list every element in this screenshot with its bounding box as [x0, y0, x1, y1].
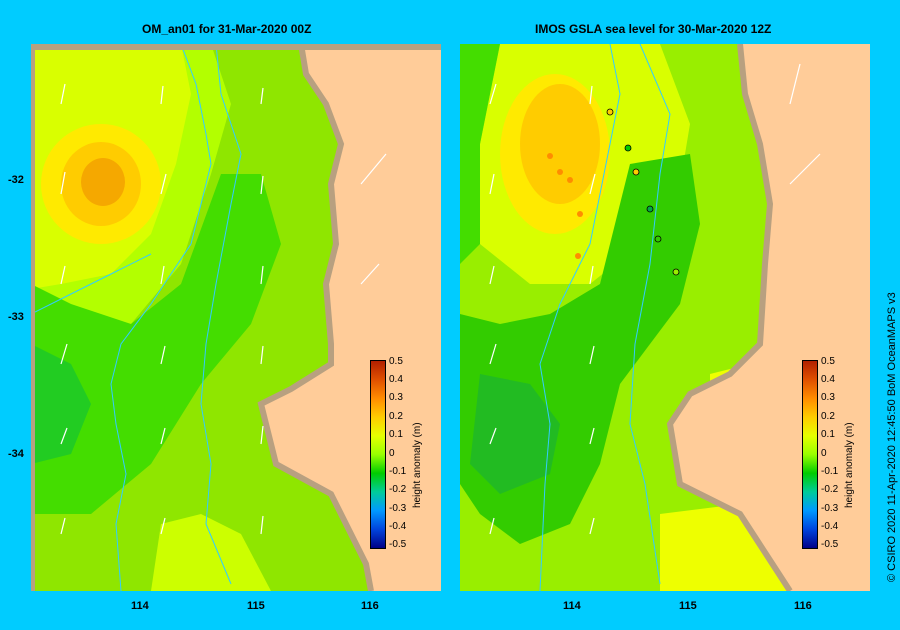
right-x-tick-115: 115 [679, 600, 697, 612]
left-x-tick-114: 114 [131, 600, 149, 612]
right-x-tick-116: 116 [794, 600, 812, 612]
left-panel-title: OM_an01 for 31-Mar-2020 00Z [142, 22, 311, 36]
right-x-tick-114: 114 [563, 600, 581, 612]
credit-text: © CSIRO 2020 11-Apr-2020 12:45:50 BoM Oc… [886, 292, 898, 582]
left-x-tick-116: 116 [361, 600, 379, 612]
left-colorbar-gradient [371, 361, 385, 548]
right-colorbar [802, 360, 818, 549]
left-x-tick-115: 115 [247, 600, 265, 612]
left-colorbar [370, 360, 386, 549]
right-panel-title: IMOS GSLA sea level for 30-Mar-2020 12Z [535, 22, 771, 36]
y-tick-32: -32 [8, 174, 24, 186]
right-colorbar-gradient [803, 361, 817, 548]
right-colorbar-title: height anomaly (m) [844, 422, 855, 508]
y-tick-34: -34 [8, 448, 24, 460]
y-tick-33: -33 [8, 311, 24, 323]
left-colorbar-title: height anomaly (m) [412, 422, 423, 508]
